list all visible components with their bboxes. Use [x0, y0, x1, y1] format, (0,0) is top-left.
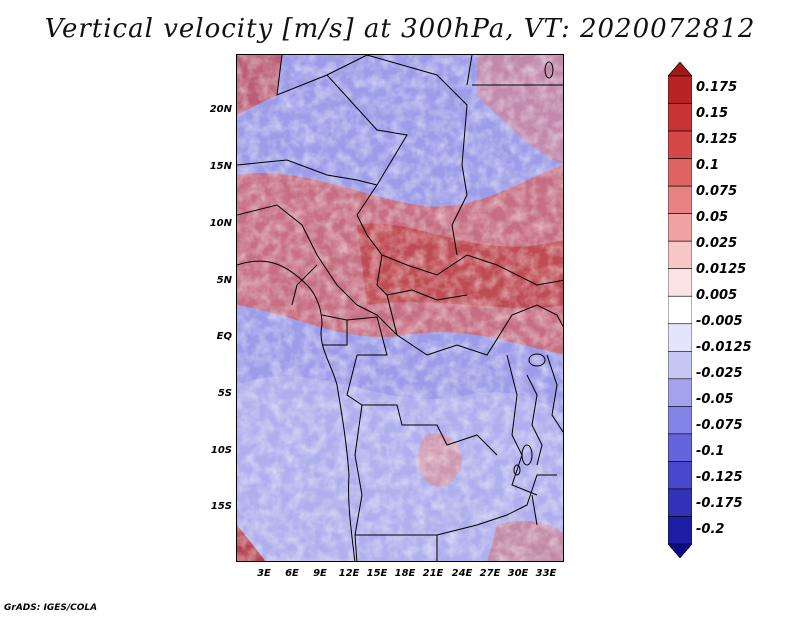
lon-label-24e: 24E: [451, 568, 473, 579]
lon-label-12e: 12E: [338, 568, 360, 579]
colorbar-segment: [668, 543, 692, 558]
lon-label-15e: 15E: [366, 568, 388, 579]
lat-label-10s: 10S: [210, 445, 232, 456]
lat-label-5s: 5S: [217, 388, 232, 399]
colorbar-label: -0.0125: [696, 340, 752, 355]
colorbar-segment: [668, 158, 692, 187]
colorbar-segment: [668, 323, 692, 352]
colorbar-label: -0.025: [696, 366, 743, 381]
lon-label-33e: 33E: [535, 568, 557, 579]
colorbar-label: 0.025: [696, 236, 738, 251]
colorbar-label: 0.175: [696, 80, 738, 95]
colorbar-segment: [668, 240, 692, 270]
map-plot-area: [236, 54, 564, 562]
colorbar-label: 0.005: [696, 288, 738, 303]
lat-label-10n: 10N: [209, 218, 232, 229]
lon-label-18e: 18E: [394, 568, 416, 579]
lon-label-27e: 27E: [479, 568, 501, 579]
colorbar-segment: [668, 378, 692, 407]
colorbar-segment: [668, 185, 692, 214]
lon-label-9e: 9E: [313, 568, 327, 579]
colorbar-label: 0.15: [696, 106, 729, 121]
colorbar-label: -0.05: [696, 392, 734, 407]
colorbar-segment: [668, 516, 692, 545]
colorbar-label: -0.175: [696, 496, 743, 511]
velocity-field: [237, 55, 563, 561]
colorbar-segment: [668, 406, 692, 435]
lat-label-15n: 15N: [209, 161, 232, 172]
colorbar-segment: [668, 130, 692, 159]
colorbar-label: -0.125: [696, 470, 743, 485]
colorbar-label: -0.005: [696, 314, 743, 329]
colorbar: [668, 62, 692, 558]
colorbar-segment: [668, 350, 692, 380]
colorbar-label: -0.075: [696, 418, 743, 433]
colorbar-label: 0.05: [696, 210, 729, 225]
plot-title: Vertical velocity [m/s] at 300hPa, VT: 2…: [44, 14, 756, 44]
colorbar-label: 0.0125: [696, 262, 747, 277]
footer-credit: GrADS: IGES/COLA: [4, 603, 98, 613]
colorbar-segment: [668, 295, 692, 325]
lat-label-5n: 5N: [216, 275, 232, 286]
colorbar-segment: [668, 75, 692, 104]
colorbar-segment: [668, 62, 692, 77]
lon-label-21e: 21E: [422, 568, 444, 579]
lat-label-eq: EQ: [216, 331, 232, 342]
colorbar-segment: [668, 433, 692, 462]
colorbar-segment: [668, 268, 692, 297]
lat-label-15s: 15S: [210, 501, 232, 512]
lon-label-6e: 6E: [285, 568, 299, 579]
lon-label-30e: 30E: [507, 568, 529, 579]
colorbar-label: 0.075: [696, 184, 738, 199]
lon-label-3e: 3E: [257, 568, 271, 579]
colorbar-segment: [668, 461, 692, 490]
colorbar-segment: [668, 213, 692, 242]
colorbar-segment: [668, 488, 692, 517]
colorbar-label: 0.1: [696, 158, 720, 173]
colorbar-label: 0.125: [696, 132, 738, 147]
colorbar-segment: [668, 103, 692, 132]
colorbar-label: -0.1: [696, 444, 725, 459]
colorbar-label: -0.2: [696, 522, 725, 537]
lat-label-20n: 20N: [209, 104, 232, 115]
